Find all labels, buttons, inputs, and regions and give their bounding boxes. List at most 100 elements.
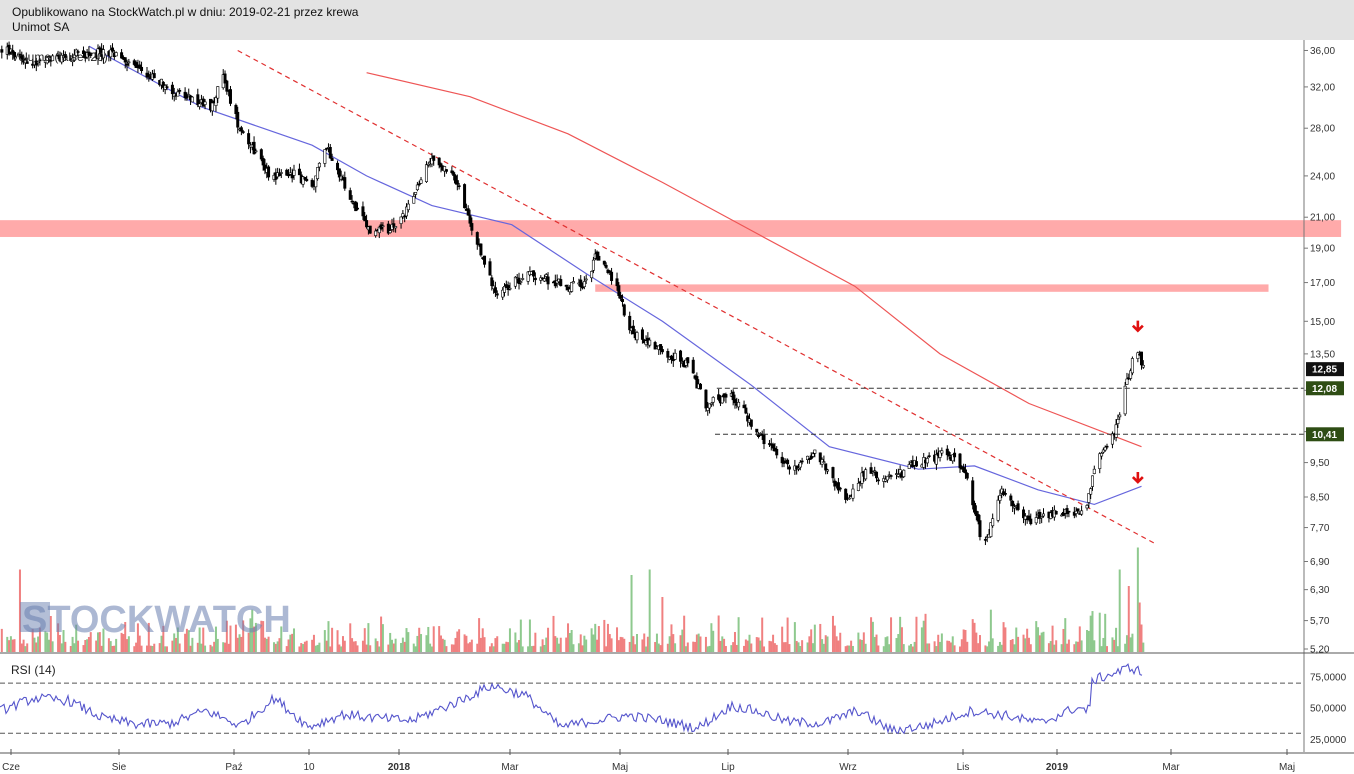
volume-bar [196,642,199,652]
candle-body [775,449,779,456]
rsi-panel: 75,0000 50,0000 25,0000 [0,663,1347,746]
volume-bar [1131,633,1134,652]
candle-body [780,456,784,464]
candle-body [847,497,851,500]
candle-body [374,230,378,236]
volume-bar [643,633,646,652]
volume-bar [616,627,619,652]
candle-body [377,226,381,234]
candle-body [983,539,987,541]
volume-bar [133,646,136,652]
candle-body [742,404,746,409]
volume-bar [278,638,281,652]
volume-bar [416,635,419,652]
candle-body [824,463,828,471]
candle-body [1003,493,1007,495]
volume-bar [1055,640,1058,652]
volume-bar [236,637,239,652]
volume-bar [902,644,905,652]
candle-body [579,279,583,288]
candle-body [851,488,855,499]
volume-bar [254,622,257,652]
candle-body [170,84,174,95]
candle-body [127,61,131,64]
volume-bar [1026,628,1029,652]
candle-body [140,66,144,72]
volume-bar [1011,639,1014,652]
volume-bar [476,643,479,652]
volume-bar [755,637,758,652]
volume-bar [1004,627,1007,652]
candle-body [247,133,251,145]
candle-body [963,469,967,474]
volume-bar [1124,643,1127,652]
candle-body [610,271,614,282]
candle-body [1103,446,1107,451]
volume-bar [679,635,682,652]
candle-body [744,407,748,414]
candle-body [490,277,494,287]
candle-body [350,200,354,203]
volume-bar [349,623,352,652]
volume-bar [964,629,967,652]
volume-bar [928,643,931,652]
volume-bar [229,625,232,652]
volume-bar [86,639,89,652]
volume-bar [735,644,738,652]
volume-bar [812,643,815,652]
volume-bar [224,642,227,652]
last-price-tag: 12,85 [1312,365,1337,376]
candle-body [259,149,263,160]
volume-bar [427,626,430,652]
volume-bar [432,626,435,652]
volume-bar [1042,631,1045,652]
volume-bar [216,638,219,652]
volume-bar [721,636,724,652]
volume-bar [567,623,570,652]
candle-body [76,51,80,53]
volume-bar [11,639,14,652]
volume-bar [953,645,956,652]
volume-bar [910,644,913,652]
candle-body [392,223,396,228]
candle-body [328,146,332,159]
volume-bar [191,637,194,652]
candle-body [176,91,180,97]
volume-bar [793,622,796,652]
candle-body [934,454,938,465]
volume-bar [1037,627,1040,652]
volume-bar [1078,626,1081,652]
volume-bar [1000,644,1003,652]
candle-body [74,49,78,57]
volume-bar [960,639,963,652]
candle-body [323,149,327,164]
candle-body [989,522,993,537]
volume-bar [1125,635,1128,652]
volume-bar [323,630,326,652]
volume-bar [1067,639,1070,652]
candle-body [317,162,321,168]
volume-bar [534,632,537,652]
volume-bar [924,613,927,652]
candle-body [786,459,790,465]
volume-bar [287,639,290,652]
volume-bar [1100,646,1103,652]
volume-bar [1093,640,1096,652]
candle-body [152,73,156,79]
volume-bar [1073,644,1076,652]
volume-bar [1118,569,1121,652]
candle-body [631,325,635,335]
candle-body [228,89,232,104]
volume-bar [44,631,47,652]
volume-bar [505,641,508,652]
candle-body [806,455,810,460]
candle-body [998,495,1002,501]
candle-body [443,166,447,172]
volume-bar [507,642,510,652]
volume-bar [171,640,174,652]
volume-bar [986,646,989,652]
volume-bar [483,637,486,652]
candle-body [885,476,889,481]
x-tick-label: 10 [303,762,315,773]
candle-body [640,329,644,340]
